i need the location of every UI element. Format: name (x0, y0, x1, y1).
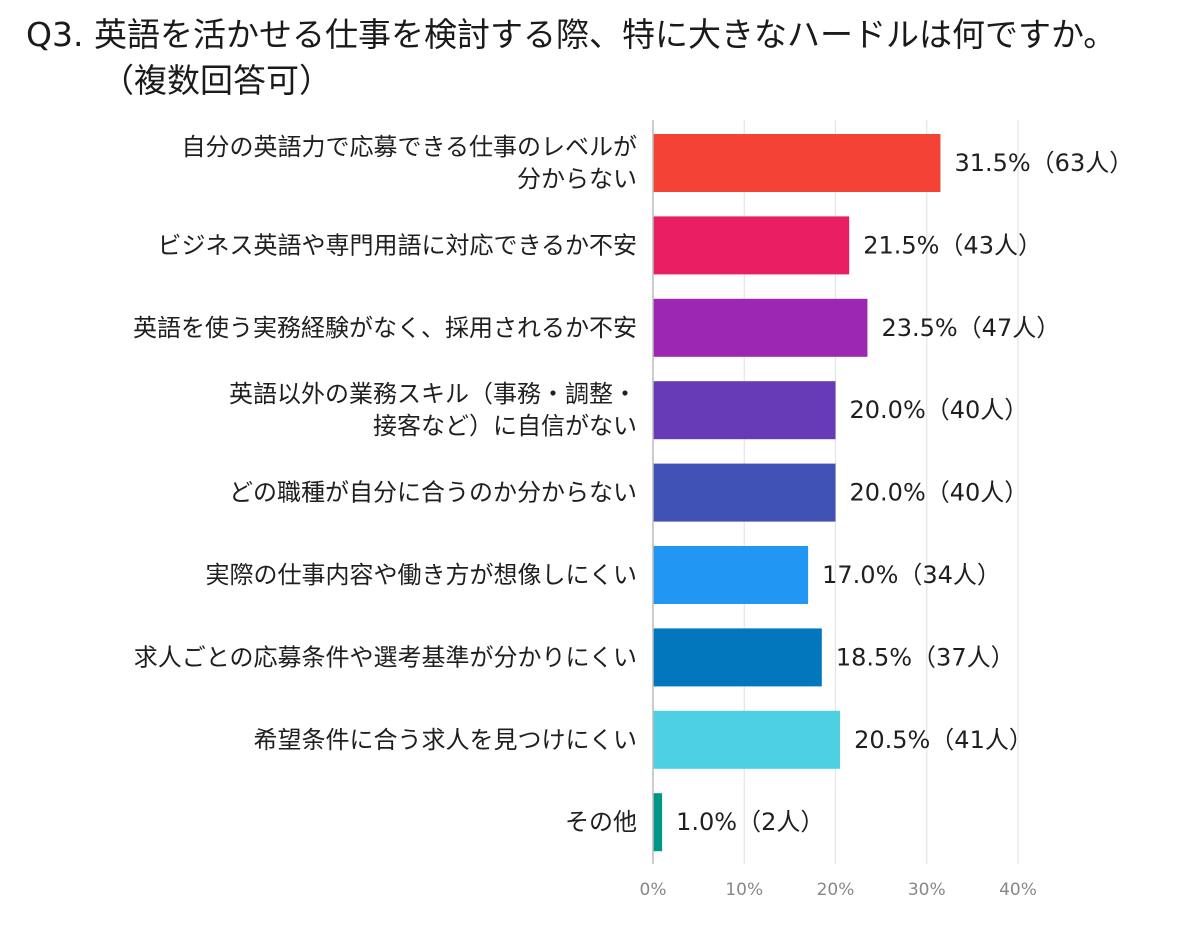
bar (653, 298, 868, 357)
x-tick-label: 0% (640, 880, 667, 900)
bar (653, 381, 836, 440)
category-label: 求人ごとの応募条件や選考基準が分かりにくい (134, 643, 637, 671)
bar (653, 628, 822, 687)
x-tick-label: 20% (817, 880, 855, 900)
chart-title: Q3. 英語を活かせる仕事を検討する際、特に大きなハードルは何ですか。 （複数回… (26, 12, 1186, 104)
data-label: 1.0%（2人） (676, 808, 824, 836)
data-label: 20.5%（41人） (854, 726, 1033, 754)
category-label: ビジネス英語や専門用語に対応できるか不安 (157, 231, 637, 259)
category-label: 英語以外の業務スキル（事務・調整・ (229, 380, 637, 408)
data-label: 20.0%（40人） (850, 396, 1029, 424)
category-label: どの職種が自分に合うのか分からない (229, 479, 637, 507)
bar (653, 793, 663, 852)
data-label: 31.5%（63人） (954, 149, 1133, 177)
category-label: その他 (565, 808, 637, 836)
data-label: 20.0%（40人） (850, 479, 1029, 507)
category-label: 自分の英語力で応募できる仕事のレベルが (181, 133, 637, 161)
bar (653, 463, 836, 522)
title-line-1: Q3. 英語を活かせる仕事を検討する際、特に大きなハードルは何ですか。 (26, 15, 1117, 54)
x-tick-label: 30% (908, 880, 946, 900)
data-label: 21.5%（43人） (863, 231, 1042, 259)
category-label: 接客など）に自信がない (373, 412, 637, 440)
category-label: 実際の仕事内容や働き方が想像しにくい (205, 561, 637, 589)
bar (653, 546, 809, 604)
category-label: 分からない (517, 165, 637, 193)
data-label: 17.0%（34人） (822, 561, 1001, 589)
bar (653, 134, 941, 192)
bar (653, 710, 841, 769)
data-label: 18.5%（37人） (836, 643, 1015, 671)
data-label: 23.5%（47人） (881, 314, 1060, 342)
bar (653, 216, 850, 275)
x-tick-label: 10% (725, 880, 763, 900)
title-line-2: （複数回答可） (101, 61, 332, 100)
x-tick-label: 40% (999, 880, 1037, 900)
category-label: 希望条件に合う求人を見つけにくい (253, 726, 637, 754)
category-label: 英語を使う実務経験がなく、採用されるか不安 (133, 314, 637, 342)
